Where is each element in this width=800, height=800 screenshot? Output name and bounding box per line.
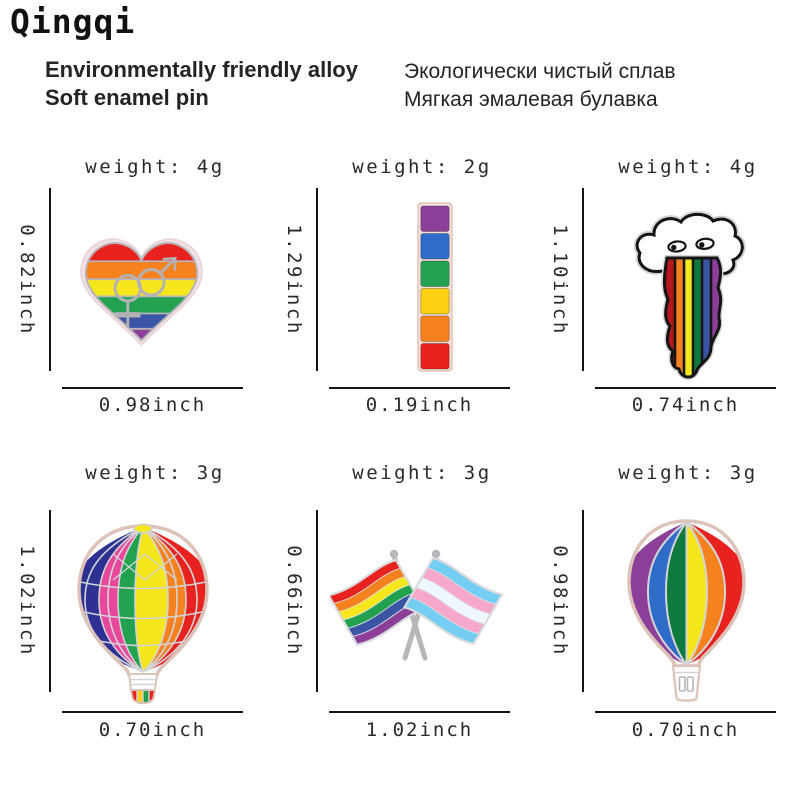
netted-hot-air-balloon-pin [77,523,209,705]
balloon-basket [131,690,155,704]
description-en-line2: Soft enamel pin [45,85,209,110]
brand-logo: Qingqi [10,2,136,41]
pin-card-crossed-flags: weight: 3g 0.66inch [267,440,534,780]
weight-label: weight: 3g [85,462,225,484]
height-label: 1.29inch [283,224,305,336]
description-en-line1: Environmentally friendly alloy [45,57,358,82]
balloon-gores [629,521,744,666]
height-label: 0.66inch [283,545,305,657]
pin-card-cloud-rainbow: weight: 4g 1.10inch [533,140,800,440]
width-label: 0.74inch [631,394,740,416]
weight-label: weight: 3g [618,462,758,484]
width-label: 1.02inch [365,719,474,741]
balloon-collar [127,673,159,691]
rainbow-stripes [664,258,721,378]
height-ruler-line [316,188,318,371]
height-ruler-line [316,510,318,692]
weight-label: weight: 3g [352,462,492,484]
width-label: 0.70inch [98,719,207,741]
balloon-crown [133,523,153,534]
width-ruler-line [329,711,510,713]
width-ruler-line [62,387,243,389]
description-ru-line1: Экологически чистый сплав [404,60,676,83]
width-label: 0.98inch [98,394,207,416]
width-ruler-line [595,711,776,713]
cloud-eyes-icon [667,237,715,253]
basket-buckles [678,676,694,692]
height-ruler-line [582,188,584,371]
height-ruler-line [49,510,51,692]
width-label: 0.70inch [631,719,740,741]
transgender-flag-icon [402,556,504,646]
gender-symbols [113,256,177,328]
rainbow-bar-pin [417,202,453,372]
weight-label: weight: 4g [85,156,225,178]
width-label: 0.19inch [365,394,474,416]
rainbow-pride-flag-icon [330,558,427,647]
width-ruler-line [329,387,510,389]
height-ruler-line [582,510,584,692]
height-label: 0.98inch [549,545,571,657]
pin-card-netted-balloon: weight: 3g 1.02inch [0,440,267,780]
weight-label: weight: 4g [618,156,758,178]
flag-pole-tip [389,549,399,559]
height-label: 1.02inch [16,545,38,657]
rainbow-heart-pin [80,238,203,346]
flag-pole-tip [431,549,441,559]
pride-trans-flags-pin [330,549,504,661]
height-label: 0.82inch [16,224,38,336]
description-russian: Экологически чистый сплав Мягкая эмалева… [404,58,676,114]
height-ruler-line [49,188,51,371]
description-english: Environmentally friendly alloy Soft enam… [45,56,358,112]
balloon-basket [671,664,702,702]
rainbow-balloon-pin [627,519,746,702]
width-ruler-line [62,711,243,713]
weight-label: weight: 2g [352,156,492,178]
description-ru-line2: Мягкая эмалевая булавка [404,88,658,111]
cloud-rainbow-pin [634,211,746,380]
pin-card-rainbow-balloon: weight: 3g 0.98inch [533,440,800,780]
balloon-netting [79,526,207,673]
pin-card-rainbow-bar: weight: 2g 1.29inch 0.19inch [267,140,534,440]
pin-card-rainbow-heart: weight: 4g 0.82inch [0,140,267,440]
height-label: 1.10inch [549,224,571,336]
width-ruler-line [595,387,776,389]
gore-seams [646,521,727,666]
bar-rainbow-squares [420,205,450,370]
